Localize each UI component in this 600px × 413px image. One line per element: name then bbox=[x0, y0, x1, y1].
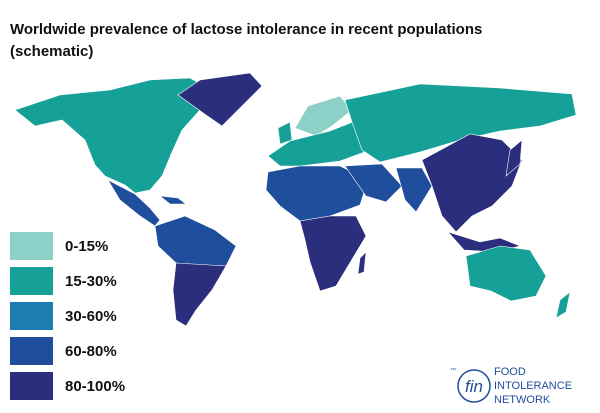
logo: ™ fin FOOD INTOLERANCE NETWORK bbox=[450, 366, 572, 406]
logo-line: INTOLERANCE bbox=[494, 380, 572, 392]
region bbox=[465, 245, 547, 302]
legend-label: 15-30% bbox=[65, 273, 117, 290]
legend-label: 30-60% bbox=[65, 308, 117, 325]
legend-swatch bbox=[10, 267, 53, 295]
region bbox=[421, 133, 523, 233]
region bbox=[277, 121, 293, 145]
region bbox=[299, 215, 367, 292]
legend-swatch bbox=[10, 232, 53, 260]
logo-line: FOOD bbox=[494, 366, 526, 378]
region bbox=[172, 262, 227, 327]
subtitle: (schematic) bbox=[10, 43, 93, 60]
region bbox=[154, 215, 237, 273]
region bbox=[344, 83, 577, 163]
region bbox=[505, 139, 523, 177]
legend-label: 0-15% bbox=[65, 238, 108, 255]
region bbox=[395, 167, 433, 213]
legend-swatch bbox=[10, 372, 53, 400]
legend: 0-15% 15-30% 30-60% 60-80% 80-100% bbox=[10, 232, 125, 400]
logo-circle bbox=[457, 369, 491, 403]
title: Worldwide prevalence of lactose intolera… bbox=[10, 21, 482, 38]
legend-swatch bbox=[10, 302, 53, 330]
region bbox=[107, 179, 161, 227]
region bbox=[555, 291, 571, 319]
region bbox=[14, 77, 216, 194]
legend-swatch bbox=[10, 337, 53, 365]
logo-tm: ™ bbox=[450, 367, 456, 374]
logo-line: NETWORK bbox=[494, 394, 551, 406]
logo-mark: fin bbox=[465, 377, 483, 396]
legend-label: 80-100% bbox=[65, 378, 125, 395]
region bbox=[357, 251, 367, 275]
region bbox=[265, 165, 369, 222]
region bbox=[177, 72, 263, 127]
world-map bbox=[14, 72, 577, 327]
region bbox=[344, 163, 403, 203]
region bbox=[159, 195, 187, 205]
legend-label: 60-80% bbox=[65, 343, 117, 360]
